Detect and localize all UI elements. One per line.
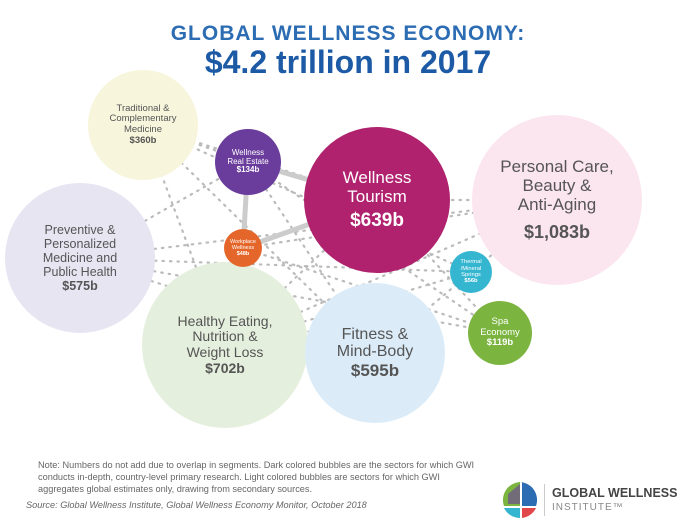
bubble-label: Preventive & Personalized Medicine and P… [42, 223, 118, 279]
bubble-label: Wellness Real Estate [227, 147, 269, 166]
bubble-traditional-medicine: Traditional & Complementary Medicine $36… [88, 70, 198, 180]
bubble-wellness-real-estate: Wellness Real Estate $134b [215, 129, 281, 195]
bubble-spa-economy: Spa Economy $119b [468, 301, 532, 365]
bubble-healthy-eating: Healthy Eating, Nutrition & Weight Loss … [142, 262, 308, 428]
gwi-logo: GLOBAL WELLNESS INSTITUTE™ [500, 480, 690, 520]
bubble-workplace-wellness: Workplace Wellness $48b [224, 229, 262, 267]
bubble-value: $134b [236, 165, 260, 175]
logo-subtitle: INSTITUTE™ [552, 502, 624, 513]
bubble-label: Thermal /Mineral Springs [460, 259, 482, 278]
bubble-label: Spa Economy [480, 316, 520, 338]
bubble-value: $56b [464, 278, 478, 285]
bubble-value: $119b [486, 337, 514, 349]
title-line2: $4.2 trillion in 2017 [204, 44, 492, 80]
bubble-value: $1,083b [523, 222, 591, 243]
logo-title: GLOBAL WELLNESS [552, 486, 678, 500]
bubble-label: Workplace Wellness [230, 238, 256, 251]
bubble-label: Traditional & Complementary Medicine [109, 102, 177, 135]
bubble-value: $360b [129, 134, 157, 146]
bubble-value: $639b [350, 210, 404, 232]
gwi-logo-mark-icon [502, 482, 538, 518]
bubble-value: $575b [62, 279, 98, 293]
footnote: Note: Numbers do not add due to overlap … [38, 460, 475, 494]
bubble-preventive-medicine: Preventive & Personalized Medicine and P… [5, 183, 155, 333]
bubble-label: Wellness Tourism [342, 168, 412, 207]
bubble-wellness-tourism: Wellness Tourism $639b [304, 127, 450, 273]
source-citation: Source: Global Wellness Institute, Globa… [26, 500, 367, 510]
logo-divider [544, 484, 545, 516]
bubble-label: Healthy Eating, Nutrition & Weight Loss [177, 312, 273, 360]
bubble-fitness: Fitness & Mind-Body $595b [305, 283, 445, 423]
bubble-label: Personal Care, Beauty & Anti-Aging [500, 157, 614, 215]
bubble-value: $595b [350, 361, 400, 381]
bubble-label: Fitness & Mind-Body [336, 325, 414, 361]
bubble-value: $48b [236, 251, 250, 258]
bubble-personal-care: Personal Care, Beauty & Anti-Aging $1,08… [472, 115, 642, 285]
bubble-value: $702b [205, 359, 245, 376]
bubble-thermal-springs: Thermal /Mineral Springs $56b [450, 251, 492, 293]
title-line1: GLOBAL WELLNESS ECONOMY: [170, 22, 526, 45]
